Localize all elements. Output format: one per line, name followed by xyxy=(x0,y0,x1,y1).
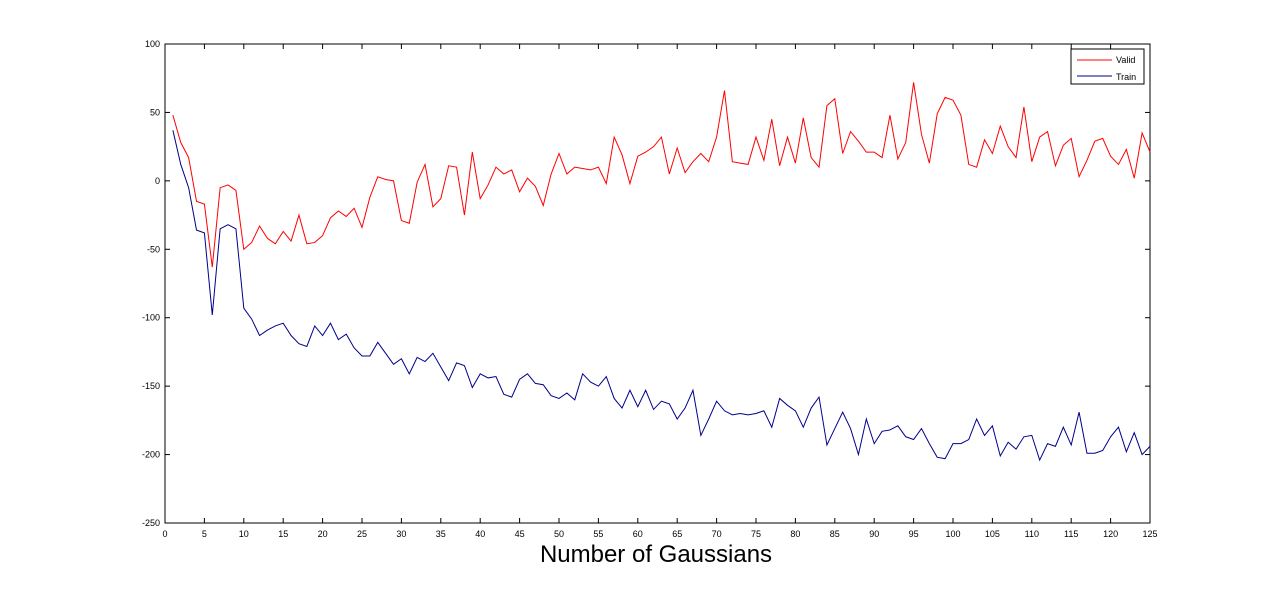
legend-label-train: Train xyxy=(1116,72,1136,82)
y-tick-label: -150 xyxy=(142,381,160,391)
x-tick-label: 70 xyxy=(712,529,722,539)
x-tick-label: 45 xyxy=(515,529,525,539)
y-axis-ticks: 100 50 0 -50 -100 -150 -200 -250 xyxy=(142,39,1150,528)
x-tick-label: 35 xyxy=(436,529,446,539)
x-tick-label: 25 xyxy=(357,529,367,539)
x-tick-label: 60 xyxy=(633,529,643,539)
x-tick-label: 40 xyxy=(475,529,485,539)
x-tick-label: 110 xyxy=(1025,529,1039,539)
x-tick-label: 30 xyxy=(396,529,406,539)
y-tick-label: 0 xyxy=(155,176,160,186)
x-tick-label: 90 xyxy=(869,529,879,539)
series-line-valid xyxy=(172,82,1151,268)
y-tick-label: -250 xyxy=(142,518,160,528)
x-tick-label: 20 xyxy=(318,529,328,539)
x-tick-label: 85 xyxy=(830,529,840,539)
x-tick-label: 105 xyxy=(985,529,1000,539)
plot-area xyxy=(164,43,1151,524)
legend: Valid Train xyxy=(1070,48,1145,85)
y-tick-label: -50 xyxy=(147,244,160,254)
series-line-train xyxy=(172,130,1151,462)
x-tick-label: 0 xyxy=(162,529,167,539)
y-tick-label: -100 xyxy=(142,313,160,323)
x-tick-label: 95 xyxy=(909,529,919,539)
x-tick-label: 75 xyxy=(751,529,761,539)
x-tick-label: 50 xyxy=(554,529,564,539)
x-tick-label: 65 xyxy=(672,529,682,539)
y-tick-label: 50 xyxy=(150,107,160,117)
x-axis-title: Number of Gaussians xyxy=(540,541,772,568)
y-tick-label: 100 xyxy=(145,39,160,49)
x-tick-label: 125 xyxy=(1142,529,1157,539)
x-tick-label: 80 xyxy=(790,529,800,539)
x-tick-label: 5 xyxy=(202,529,207,539)
x-tick-label: 10 xyxy=(239,529,249,539)
x-tick-label: 55 xyxy=(593,529,603,539)
y-tick-label: -200 xyxy=(142,450,160,460)
x-tick-label: 100 xyxy=(945,529,960,539)
x-axis-ticks: 0 5 10 15 20 25 30 35 40 45 50 55 60 65 70 75 80 85 90 95 10… xyxy=(162,44,1158,539)
series-lines xyxy=(172,82,1151,462)
x-tick-label: 15 xyxy=(278,529,288,539)
x-tick-label: 120 xyxy=(1103,529,1118,539)
x-tick-label: 115 xyxy=(1064,529,1078,539)
legend-label-valid: Valid xyxy=(1116,55,1135,65)
legend-box xyxy=(1070,48,1145,85)
